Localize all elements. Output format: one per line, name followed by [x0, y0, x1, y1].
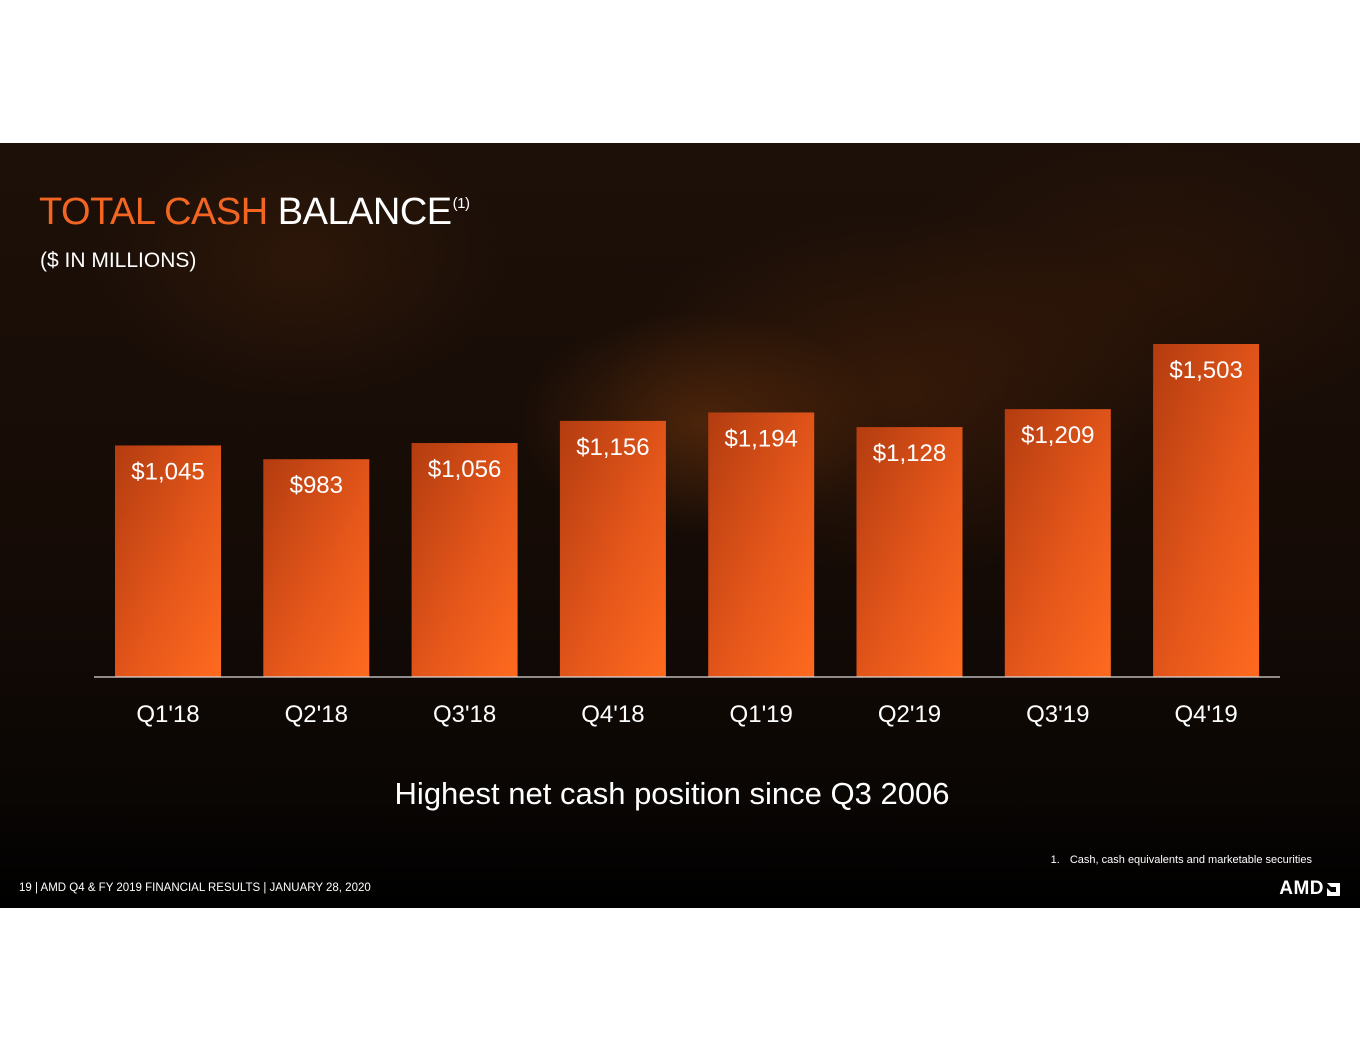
bar-Q2'19	[856, 427, 963, 677]
x-tick-label: Q3'18	[433, 701, 496, 728]
title-footnote-ref: (1)	[452, 195, 470, 212]
slide-title: TOTAL CASH BALANCE(1)	[39, 191, 470, 234]
title-accent: TOTAL CASH	[39, 191, 268, 233]
data-label: $1,128	[873, 440, 946, 467]
bar-Q3'19	[1004, 409, 1111, 677]
x-tick-label: Q4'19	[1174, 701, 1237, 728]
slide-subtitle: ($ IN MILLIONS)	[40, 249, 197, 272]
x-tick-label: Q3'19	[1026, 701, 1089, 728]
title-main: BALANCE	[277, 191, 452, 233]
data-label: $1,056	[428, 456, 501, 483]
bar-Q1'18	[115, 445, 221, 677]
amd-arrow-icon	[1327, 882, 1340, 896]
footer-page-info: 19 | AMD Q4 & FY 2019 FINANCIAL RESULTS …	[19, 882, 371, 894]
x-tick-label: Q2'18	[285, 701, 348, 728]
footnote-text: Cash, cash equivalents and marketable se…	[1069, 854, 1312, 866]
callout-text: Highest net cash position since Q3 2006	[394, 776, 950, 811]
x-tick-label: Q4'18	[581, 701, 644, 728]
data-label: $1,194	[724, 425, 797, 452]
bar-Q4'19	[1153, 344, 1260, 677]
bar-Q2'18	[263, 459, 370, 677]
data-label: $1,045	[131, 458, 204, 485]
data-label: $1,503	[1169, 357, 1242, 384]
x-tick-label: Q1'18	[136, 701, 199, 728]
footnote: 1. Cash, cash equivalents and marketable …	[1051, 854, 1312, 866]
x-tick-label: Q1'19	[730, 701, 793, 728]
x-tick-label: Q2'19	[878, 701, 941, 728]
data-label: $1,156	[576, 434, 649, 461]
footnote-number: 1.	[1050, 854, 1060, 866]
slide: TOTAL CASH BALANCE(1) ($ IN MILLIONS) $1…	[0, 143, 1360, 908]
amd-logo: AMD	[1279, 878, 1341, 900]
data-label: $983	[290, 472, 343, 499]
cash-balance-chart: $1,045 Q1'18 $983 Q2'18 $1,056 Q3'18 $1,156 Q4'…	[94, 344, 1280, 728]
bar-Q3'18	[411, 443, 518, 677]
bar-Q1'19	[708, 412, 815, 677]
data-label: $1,209	[1021, 422, 1094, 449]
bar-Q4'18	[559, 420, 666, 677]
amd-logo-text: AMD	[1279, 878, 1324, 899]
